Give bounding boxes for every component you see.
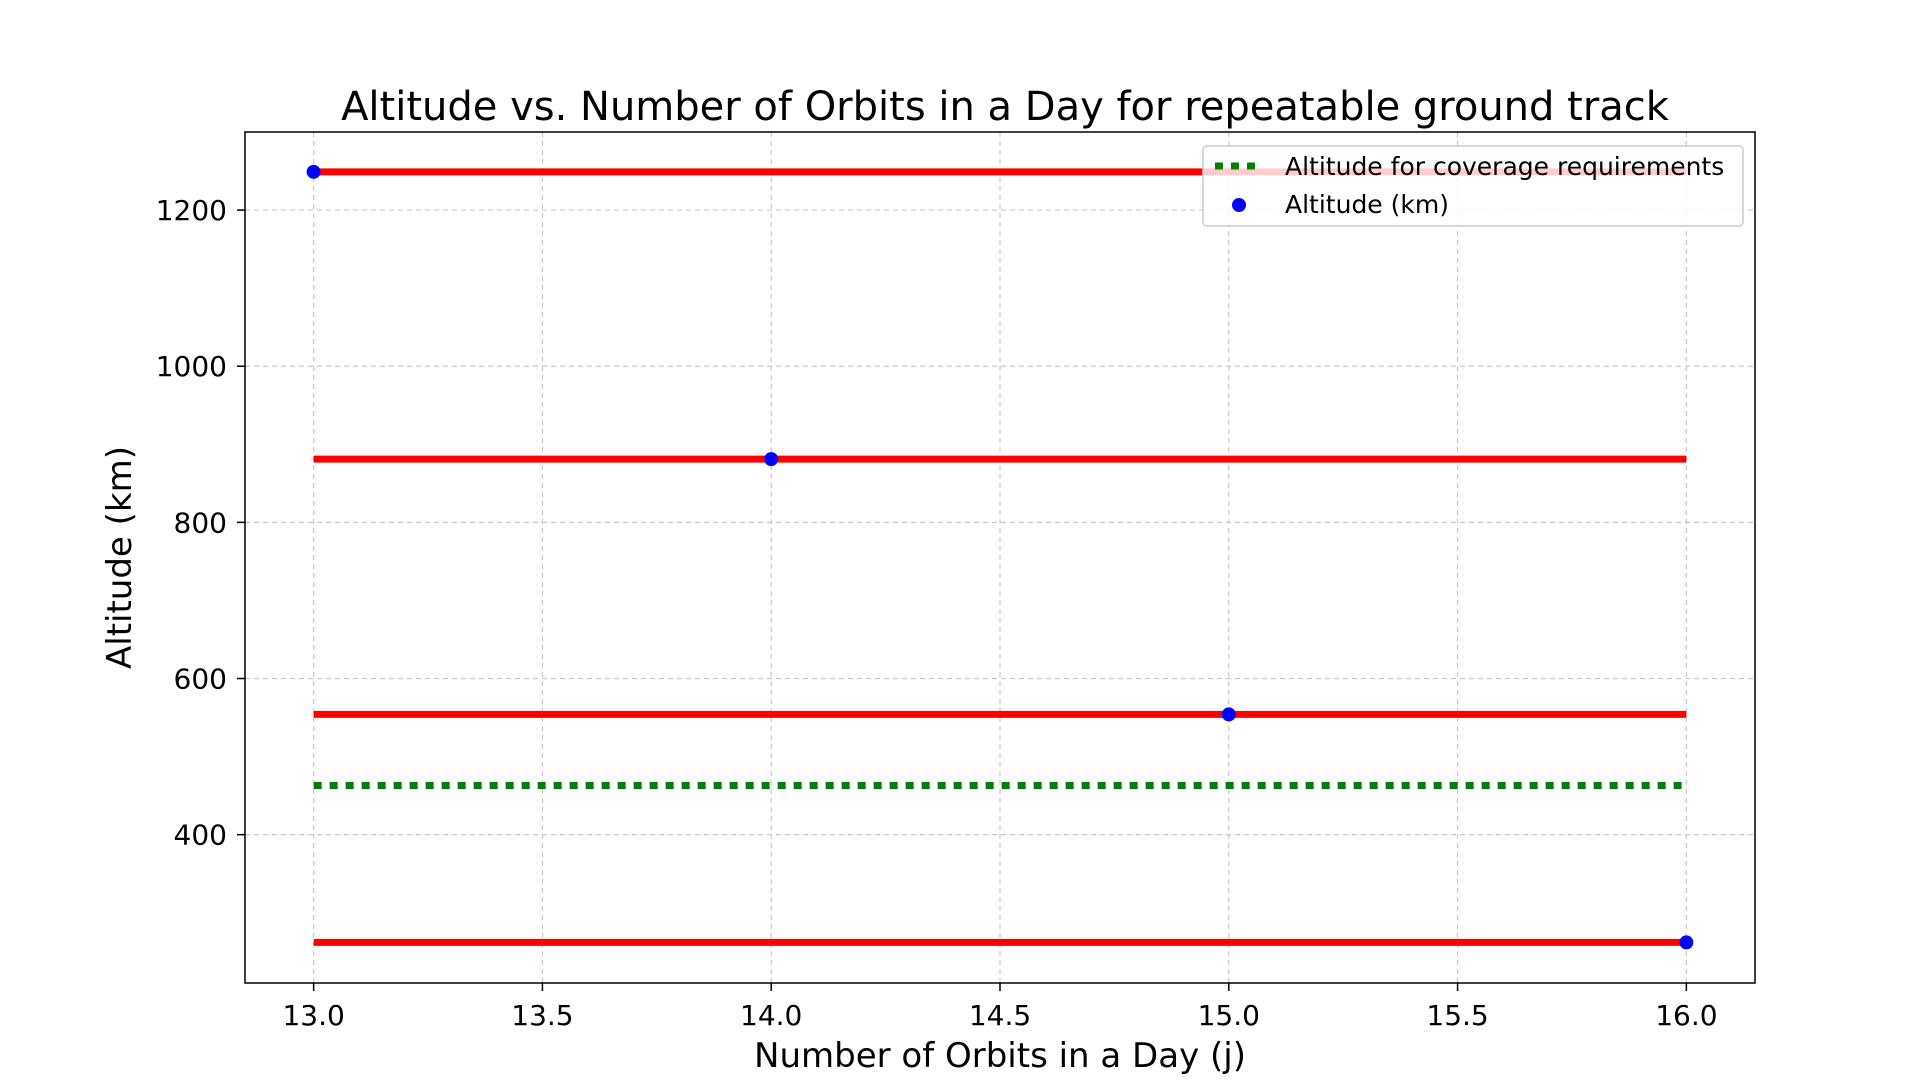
legend-altitude-label: Altitude (km) [1285, 190, 1449, 219]
altitude-point [764, 452, 779, 467]
y-tick-label: 400 [174, 819, 227, 852]
legend: Altitude for coverage requirements Altit… [1202, 145, 1744, 227]
chart-title: Altitude vs. Number of Orbits in a Day f… [341, 84, 1670, 130]
y-ticks: 400 600 800 1000 1200 [156, 194, 245, 852]
x-tick-label: 13.5 [511, 999, 573, 1032]
x-ticks: 13.0 13.5 14.0 14.5 15.0 15.5 16.0 [282, 983, 1718, 1032]
grid [245, 132, 1755, 983]
x-axis-label: Number of Orbits in a Day (j) [754, 1036, 1246, 1076]
legend-box [1202, 145, 1744, 227]
altitude-point [306, 164, 321, 179]
altitude-point [1679, 935, 1694, 950]
y-tick-label: 600 [174, 663, 227, 696]
y-tick-label: 1200 [156, 194, 227, 227]
y-tick-label: 1000 [156, 350, 227, 383]
x-tick-label: 15.0 [1198, 999, 1260, 1032]
y-axis-label: Altitude (km) [100, 446, 140, 669]
x-tick-label: 16.0 [1655, 999, 1717, 1032]
altitude-point [1221, 707, 1236, 722]
y-tick-label: 800 [174, 506, 227, 539]
legend-altitude-swatch [1232, 198, 1246, 212]
x-tick-label: 14.0 [740, 999, 802, 1032]
x-tick-label: 14.5 [969, 999, 1031, 1032]
x-tick-label: 15.5 [1426, 999, 1488, 1032]
x-tick-label: 13.0 [282, 999, 344, 1032]
scatter-points [306, 164, 1694, 950]
legend-coverage-label: Altitude for coverage requirements [1285, 152, 1724, 181]
